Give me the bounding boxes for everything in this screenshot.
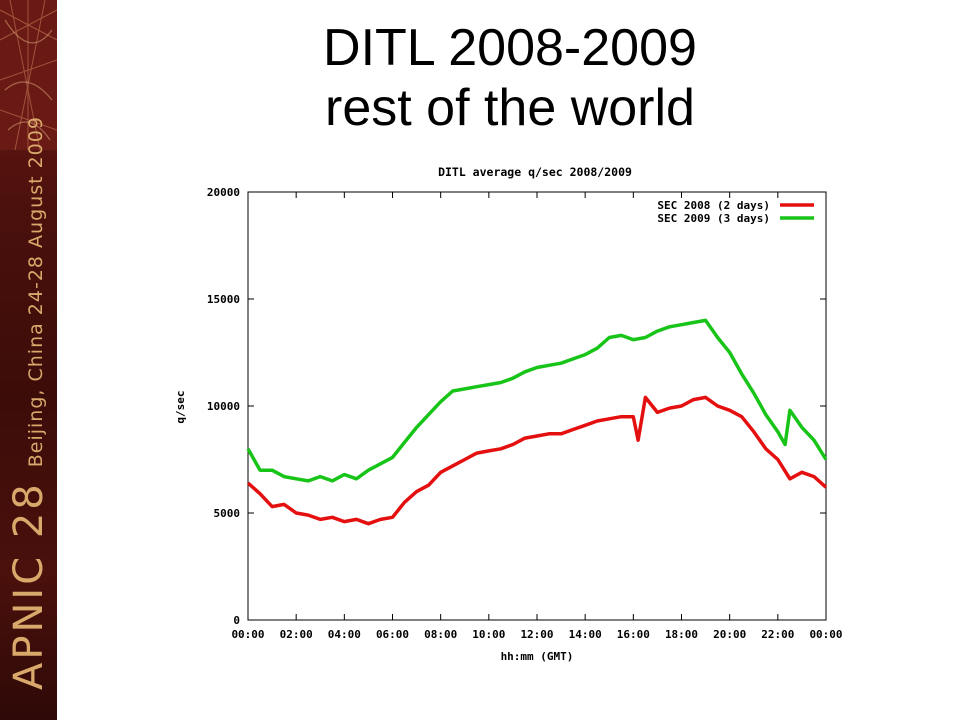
y-tick-label: 20000 [207, 186, 240, 199]
event-label: Beijing, China 24-28 August 2009 [25, 116, 47, 468]
x-tick-label: 06:00 [376, 628, 409, 641]
plot-frame [247, 191, 827, 621]
x-tick-label: 22:00 [761, 628, 794, 641]
x-tick-label: 02:00 [280, 628, 313, 641]
y-tick-label: 15000 [207, 293, 240, 306]
chart: DITL average q/sec 2008/2009 0 5000 10000 1… [174, 165, 843, 663]
brand-label: APNIC 28 [6, 481, 52, 690]
series-line-1 [246, 395, 828, 526]
x-tick-label: 12:00 [520, 628, 553, 641]
x-tick-label: 00:00 [809, 628, 842, 641]
decorative-artwork [0, 0, 57, 150]
sidebar-banner: APNIC 28 Beijing, China 24-28 August 2009 [0, 0, 57, 720]
x-tick-label: 20:00 [713, 628, 746, 641]
x-tick-label: 14:00 [569, 628, 602, 641]
y-axis: 0 5000 10000 15000 20000 [207, 186, 826, 627]
chart-title: DITL average q/sec 2008/2009 [438, 165, 632, 179]
legend-label: SEC 2008 (2 days) [657, 199, 770, 212]
y-tick-label: 0 [233, 614, 240, 627]
title-line-2: rest of the world [325, 79, 695, 137]
x-axis: 00:00 02:00 04:00 06:00 08:00 10:00 12:00 14:00… [231, 192, 843, 641]
x-axis-label: hh:mm (GMT) [501, 650, 574, 663]
x-tick-label: 04:00 [328, 628, 361, 641]
x-tick-label: 18:00 [665, 628, 698, 641]
x-tick-label: 10:00 [472, 628, 505, 641]
y-tick-label: 5000 [214, 507, 241, 520]
slide-title: DITL 2008-2009 rest of the world [200, 18, 820, 138]
series-layer [246, 318, 828, 526]
legend-label: SEC 2009 (3 days) [657, 212, 770, 225]
x-tick-label: 00:00 [231, 628, 264, 641]
x-tick-label: 16:00 [617, 628, 650, 641]
y-axis-label: q/sec [174, 390, 187, 423]
series-line-2 [246, 318, 828, 483]
title-line-1: DITL 2008-2009 [323, 19, 697, 77]
y-tick-label: 10000 [207, 400, 240, 413]
sidebar-text: APNIC 28 Beijing, China 24-28 August 2009 [6, 116, 52, 690]
x-tick-label: 08:00 [424, 628, 457, 641]
legend: SEC 2008 (2 days)SEC 2009 (3 days) [657, 199, 814, 225]
